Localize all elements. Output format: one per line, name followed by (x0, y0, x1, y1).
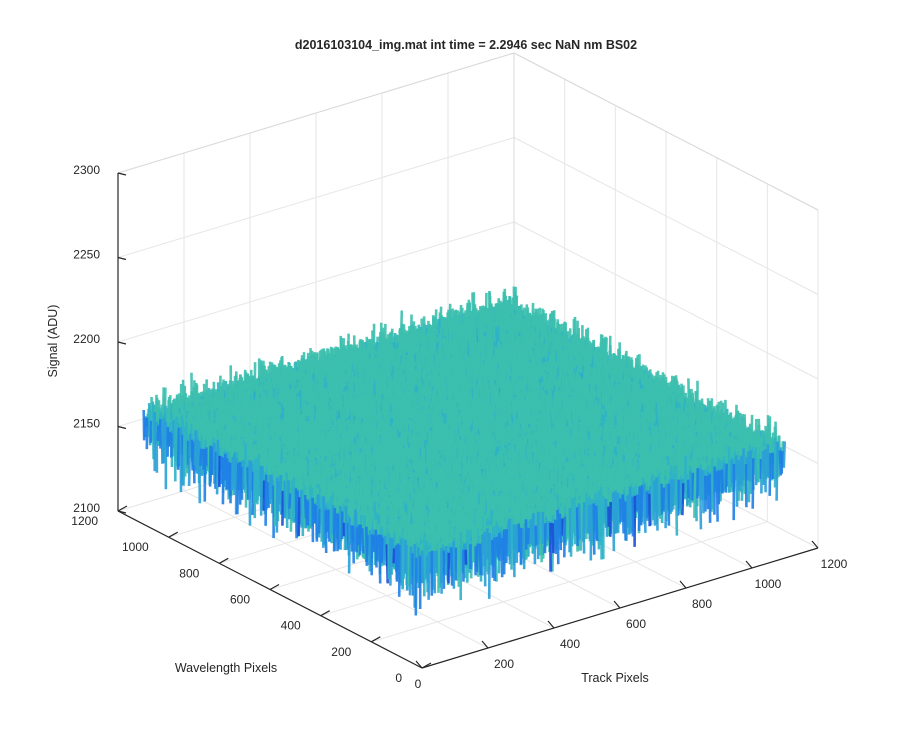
surface-plot (144, 287, 785, 616)
chart-title: d2016103104_img.mat int time = 2.2946 se… (295, 38, 637, 52)
